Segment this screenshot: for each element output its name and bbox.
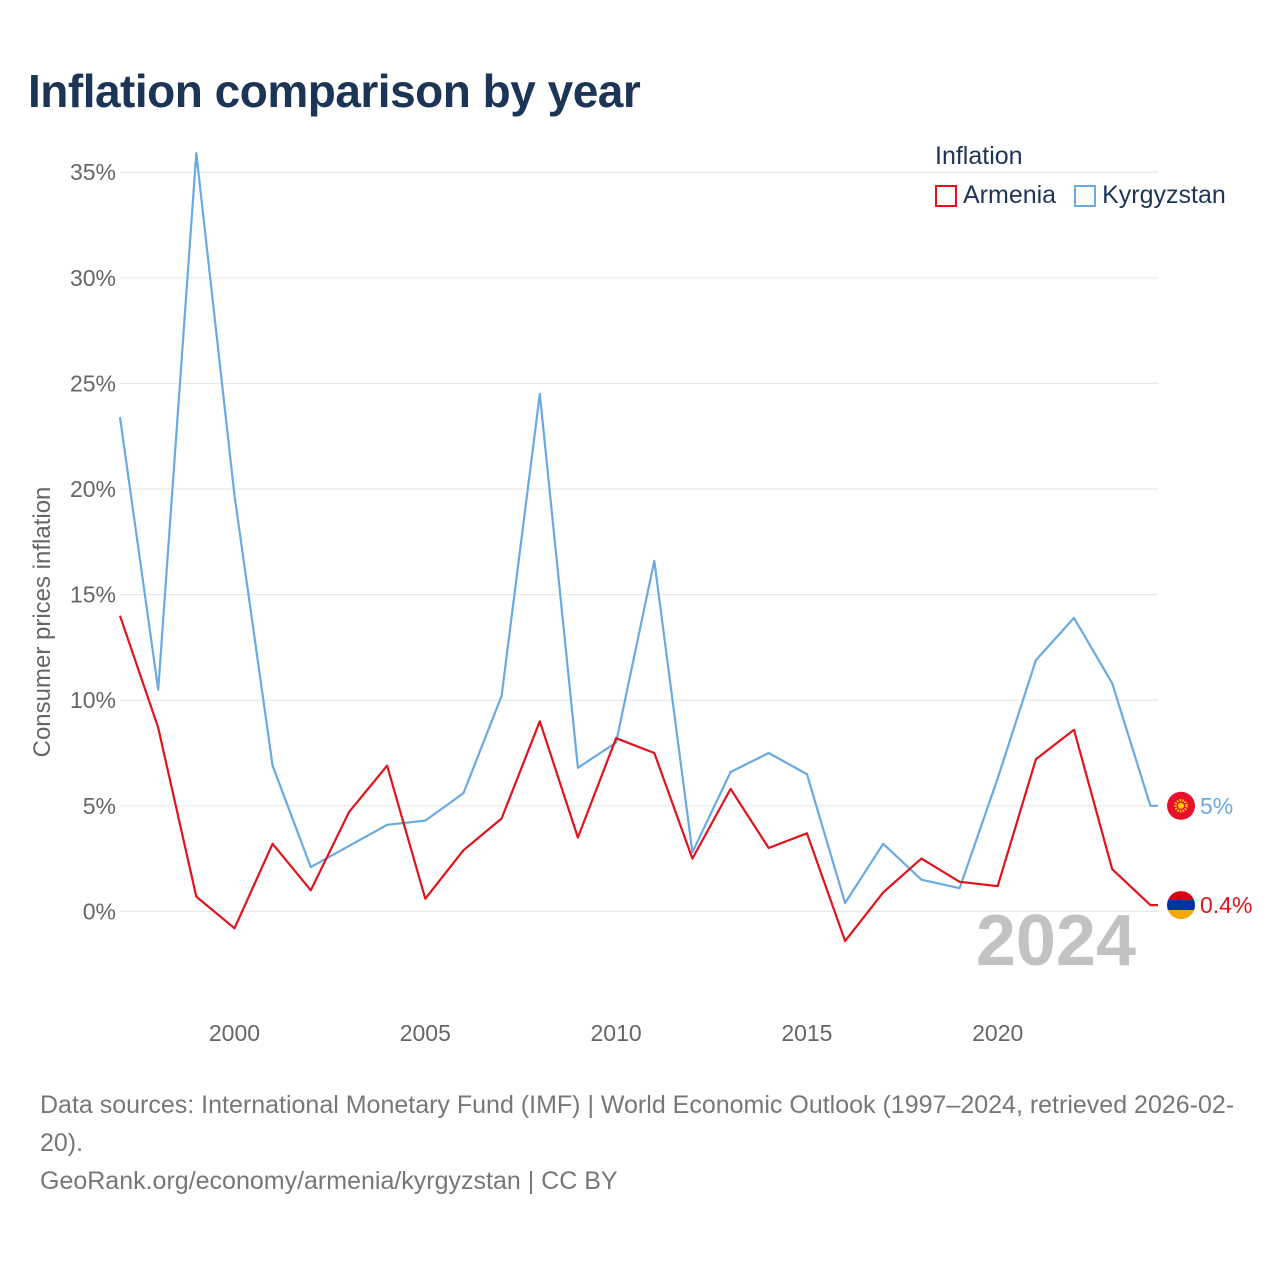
legend-item-armenia[interactable]: Armenia	[935, 181, 1056, 210]
line-chart: 2024 0% 5% 10% 15% 20% 25% 30% 35% 2000 2005 2010…	[29, 152, 1252, 1046]
x-axis-ticks: 2000 2005 2010 2015 2020	[209, 1020, 1023, 1046]
y-axis-label: Consumer prices inflation	[29, 487, 56, 758]
legend-swatch-kyrgyzstan	[1074, 184, 1097, 207]
x-tick-label: 2010	[591, 1020, 642, 1046]
y-tick-label: 20%	[70, 476, 116, 502]
legend-label-kyrgyzstan: Kyrgyzstan	[1102, 181, 1226, 209]
y-tick-label: 25%	[70, 370, 116, 396]
x-tick-label: 2020	[972, 1020, 1023, 1046]
series-lines	[118, 152, 1158, 943]
x-tick-label: 2015	[781, 1020, 832, 1046]
legend-title: Inflation	[935, 142, 1023, 170]
flag-armenia-icon	[1167, 891, 1195, 920]
flag-kyrgyzstan-icon	[1167, 791, 1195, 820]
series-end-labels: 5% 0.4%	[1167, 791, 1252, 920]
x-tick-label: 2000	[209, 1020, 260, 1046]
y-tick-label: 30%	[70, 265, 116, 291]
y-tick-label: 15%	[70, 582, 116, 608]
x-tick-label: 2005	[400, 1020, 451, 1046]
gridlines	[120, 171, 1158, 913]
series-line-kyrgyzstan	[118, 152, 1158, 905]
y-tick-label: 0%	[83, 898, 116, 924]
year-overlay: 2024	[976, 901, 1136, 981]
footer: Data sources: International Monetary Fun…	[40, 1086, 1250, 1200]
end-label-armenia: 0.4%	[1200, 892, 1252, 918]
y-tick-label: 35%	[70, 159, 116, 185]
source-link[interactable]: GeoRank.org/economy/armenia/kyrgyzstan |…	[40, 1167, 618, 1195]
y-tick-label: 5%	[83, 793, 116, 819]
chart-title: Inflation comparison by year	[28, 65, 641, 117]
legend: Inflation Armenia Kyrgyzstan	[935, 142, 1226, 210]
end-label-kyrgyzstan: 5%	[1200, 793, 1233, 819]
legend-item-kyrgyzstan[interactable]: Kyrgyzstan	[1074, 181, 1226, 210]
y-axis-ticks: 0% 5% 10% 15% 20% 25% 30% 35%	[70, 159, 116, 924]
y-tick-label: 10%	[70, 687, 116, 713]
data-sources-text: Data sources: International Monetary Fun…	[40, 1091, 1235, 1157]
series-line-armenia	[118, 615, 1158, 943]
legend-swatch-armenia	[935, 184, 957, 207]
legend-label-armenia: Armenia	[963, 181, 1057, 209]
